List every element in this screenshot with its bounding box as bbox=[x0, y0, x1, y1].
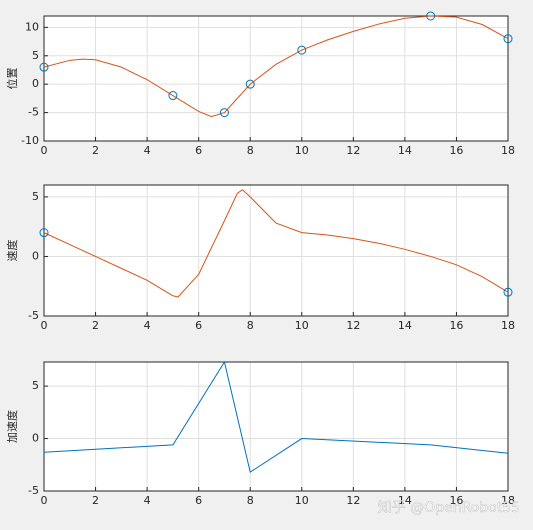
y-tick-label: -5 bbox=[28, 484, 39, 497]
y-tick-label: 0 bbox=[32, 249, 39, 262]
x-tick-label: 12 bbox=[346, 319, 360, 332]
x-tick-label: 8 bbox=[247, 319, 254, 332]
data-line bbox=[43, 15, 509, 118]
x-tick-label: 4 bbox=[144, 494, 151, 507]
x-tick-label: 16 bbox=[449, 494, 463, 507]
data-point bbox=[39, 228, 49, 238]
x-tick-label: 6 bbox=[195, 494, 202, 507]
x-tick-label: 18 bbox=[501, 144, 515, 157]
y-tick-label: -10 bbox=[21, 134, 39, 147]
y-tick-label: -5 bbox=[28, 106, 39, 119]
x-tick-label: 10 bbox=[295, 319, 309, 332]
x-tick-label: 14 bbox=[398, 319, 412, 332]
x-tick-label: 18 bbox=[501, 494, 515, 507]
data-line bbox=[43, 189, 509, 298]
x-tick-label: 0 bbox=[41, 144, 48, 157]
watermark: 知乎 @OpenRobot55 bbox=[378, 499, 520, 516]
x-tick-label: 16 bbox=[449, 319, 463, 332]
x-tick-label: 14 bbox=[398, 144, 412, 157]
axes-background bbox=[44, 362, 508, 491]
x-tick-label: 16 bbox=[449, 144, 463, 157]
x-tick-label: 4 bbox=[144, 144, 151, 157]
y-tick-label: 0 bbox=[32, 432, 39, 445]
x-tick-label: 4 bbox=[144, 319, 151, 332]
axes-background bbox=[44, 185, 508, 316]
x-tick-label: 12 bbox=[346, 494, 360, 507]
x-tick-label: 12 bbox=[346, 144, 360, 157]
y-axis-label: 位置 bbox=[5, 68, 19, 90]
x-tick-label: 14 bbox=[398, 494, 412, 507]
y-axis-label: 加速度 bbox=[5, 410, 19, 443]
data-point bbox=[503, 34, 513, 44]
y-tick-label: 5 bbox=[32, 379, 39, 392]
data-point bbox=[168, 91, 178, 101]
x-tick-label: 18 bbox=[501, 319, 515, 332]
x-tick-label: 8 bbox=[247, 144, 254, 157]
axes-background bbox=[44, 16, 508, 141]
x-tick-label: 6 bbox=[195, 144, 202, 157]
y-tick-label: 5 bbox=[32, 190, 39, 203]
data-point bbox=[297, 45, 307, 55]
axes-box bbox=[43, 184, 509, 317]
x-tick-label: 8 bbox=[247, 494, 254, 507]
x-tick-label: 2 bbox=[92, 494, 99, 507]
axes-box bbox=[43, 361, 509, 492]
data-point bbox=[426, 11, 436, 21]
y-tick-label: 10 bbox=[25, 20, 39, 33]
y-tick-label: -5 bbox=[28, 309, 39, 322]
y-tick-label: 5 bbox=[32, 49, 39, 62]
data-point bbox=[39, 62, 49, 72]
x-tick-label: 10 bbox=[295, 494, 309, 507]
axes-box bbox=[43, 15, 509, 142]
x-tick-label: 2 bbox=[92, 144, 99, 157]
y-axis-label: 速度 bbox=[5, 240, 19, 262]
x-tick-label: 0 bbox=[41, 494, 48, 507]
data-line bbox=[43, 360, 509, 473]
x-tick-label: 0 bbox=[41, 319, 48, 332]
x-tick-label: 2 bbox=[92, 319, 99, 332]
data-point bbox=[503, 287, 513, 297]
data-point bbox=[245, 79, 255, 89]
x-tick-label: 10 bbox=[295, 144, 309, 157]
x-tick-label: 6 bbox=[195, 319, 202, 332]
y-tick-label: 0 bbox=[32, 77, 39, 90]
data-point bbox=[219, 108, 229, 118]
